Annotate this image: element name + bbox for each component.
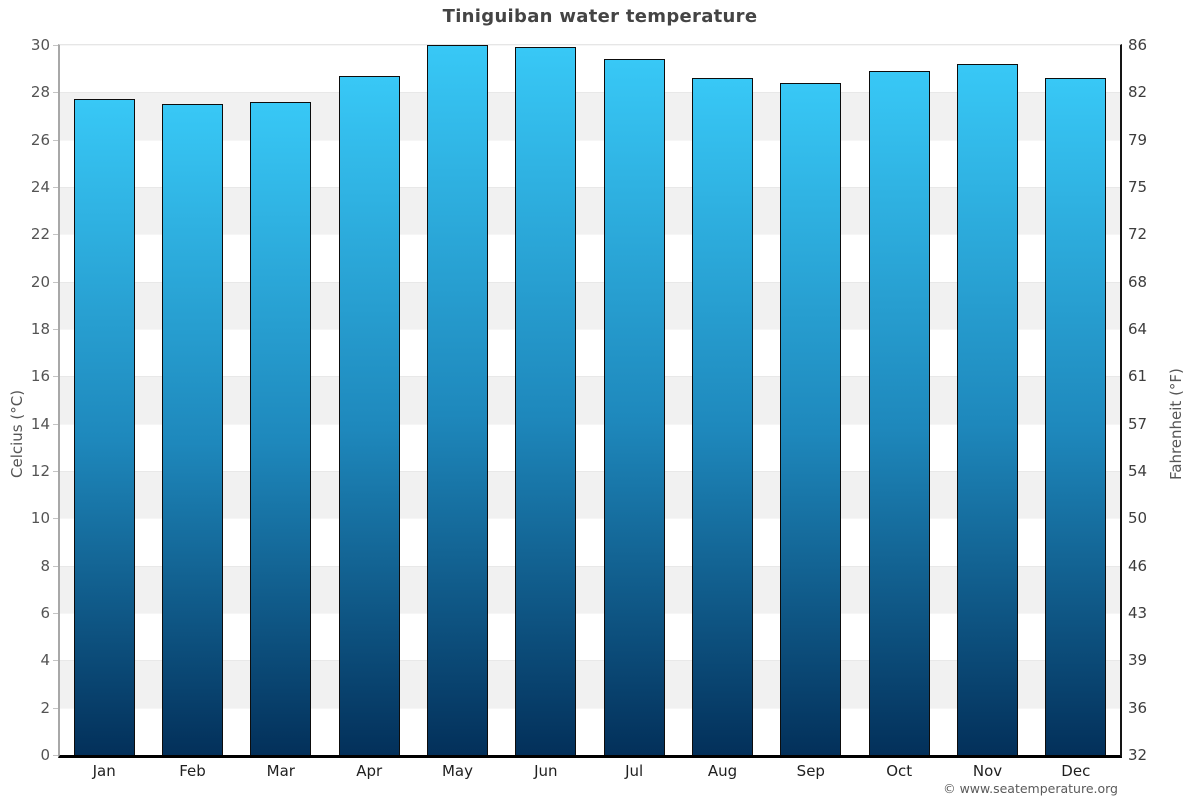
bar-jun [515, 47, 577, 755]
fahrenheit-tick-label: 39 [1128, 651, 1148, 670]
grid-band [60, 139, 1120, 187]
plot-area [58, 44, 1122, 758]
month-label-jun: Jun [534, 762, 558, 780]
grid-band [60, 423, 1120, 471]
grid-band [60, 565, 1120, 613]
celsius-tick-label: 12 [30, 462, 50, 480]
celsius-tick-label: 4 [40, 651, 50, 670]
celsius-tick-label: 8 [40, 556, 50, 575]
fahrenheit-tick-label: 68 [1128, 272, 1148, 291]
celsius-tick-label: 22 [30, 225, 50, 244]
bar-may [427, 45, 488, 755]
grid-band [60, 376, 1120, 424]
fahrenheit-tick-label: 79 [1128, 130, 1148, 149]
bar-sep [780, 82, 842, 755]
month-label-apr: Apr [356, 762, 383, 780]
month-label-may: May [441, 762, 473, 780]
bar-jan [73, 99, 135, 755]
y-axis-title-fahrenheit: Fahrenheit (°F) [1167, 368, 1185, 480]
celsius-tick-label: 26 [30, 130, 50, 149]
celsius-tick-mark [53, 139, 58, 141]
month-label-oct: Oct [886, 762, 913, 780]
fahrenheit-tick-label: 46 [1128, 556, 1148, 575]
celsius-tick-label: 24 [30, 178, 50, 196]
celsius-tick-label: 14 [30, 414, 50, 433]
grid-band [60, 613, 1120, 661]
celsius-tick-mark [53, 613, 58, 614]
bar-jul [603, 59, 665, 755]
grid-band [60, 329, 1120, 377]
fahrenheit-tick-label: 54 [1128, 462, 1148, 480]
month-label-aug: Aug [707, 762, 738, 780]
copyright-link[interactable]: © www.seatemperature.org [943, 781, 1118, 796]
bar-oct [868, 71, 930, 755]
grid-band [60, 471, 1120, 519]
bar-apr [338, 75, 400, 755]
fahrenheit-tick-label: 50 [1128, 509, 1148, 528]
bar-aug [692, 78, 753, 755]
fahrenheit-tick-label: 64 [1128, 320, 1148, 338]
fahrenheit-tick-label: 82 [1128, 83, 1148, 102]
celsius-tick-mark [53, 423, 58, 425]
bar-feb [162, 104, 223, 755]
celsius-tick-mark [53, 518, 58, 520]
fahrenheit-tick-label: 43 [1128, 604, 1148, 622]
fahrenheit-tick-label: 32 [1128, 746, 1148, 764]
celsius-tick-mark [53, 45, 58, 46]
celsius-tick-mark [53, 92, 58, 94]
month-label-feb: Feb [179, 762, 206, 780]
y-axis-title-celsius: Celcius (°C) [8, 389, 26, 478]
celsius-tick-label: 10 [30, 509, 50, 528]
celsius-tick-mark [53, 187, 58, 188]
celsius-tick-label: 16 [30, 367, 50, 386]
celsius-tick-mark [53, 660, 58, 662]
month-label-dec: Dec [1061, 762, 1091, 780]
month-label-jan: Jan [92, 762, 116, 780]
grid-band [60, 187, 1120, 235]
celsius-tick-label: 28 [30, 83, 50, 102]
bar-dec [1045, 78, 1107, 755]
celsius-tick-mark [53, 471, 58, 472]
month-label-nov: Nov [972, 762, 1003, 780]
grid-band [60, 92, 1120, 140]
celsius-tick-label: 18 [30, 320, 50, 338]
grid-band [60, 234, 1120, 282]
bar-nov [957, 63, 1018, 755]
celsius-tick-mark [53, 281, 58, 283]
fahrenheit-tick-label: 36 [1128, 698, 1148, 717]
fahrenheit-tick-label: 57 [1128, 414, 1148, 433]
chart-title: Tiniguiban water temperature [442, 6, 758, 27]
bar-mar [250, 101, 312, 755]
celsius-tick-label: 6 [40, 604, 50, 622]
celsius-tick-mark [53, 329, 58, 330]
month-label-jul: Jul [625, 762, 644, 780]
celsius-tick-label: 20 [30, 272, 50, 291]
fahrenheit-tick-label: 75 [1128, 178, 1148, 196]
month-label-mar: Mar [266, 762, 295, 780]
fahrenheit-tick-label: 86 [1128, 36, 1148, 54]
celsius-tick-mark [53, 755, 58, 756]
celsius-tick-label: 30 [30, 36, 50, 54]
grid-band [60, 707, 1120, 755]
celsius-tick-mark [53, 565, 58, 567]
grid-band [60, 45, 1120, 93]
grid-band [60, 660, 1120, 708]
grid-band [60, 281, 1120, 329]
celsius-tick-label: 2 [40, 698, 50, 717]
month-label-sep: Sep [796, 762, 825, 780]
fahrenheit-tick-label: 72 [1128, 225, 1148, 244]
celsius-tick-mark [53, 707, 58, 709]
celsius-tick-mark [53, 234, 58, 236]
celsius-tick-mark [53, 376, 58, 378]
grid-band [60, 518, 1120, 566]
fahrenheit-tick-label: 61 [1128, 367, 1148, 386]
celsius-tick-label: 0 [40, 746, 50, 764]
